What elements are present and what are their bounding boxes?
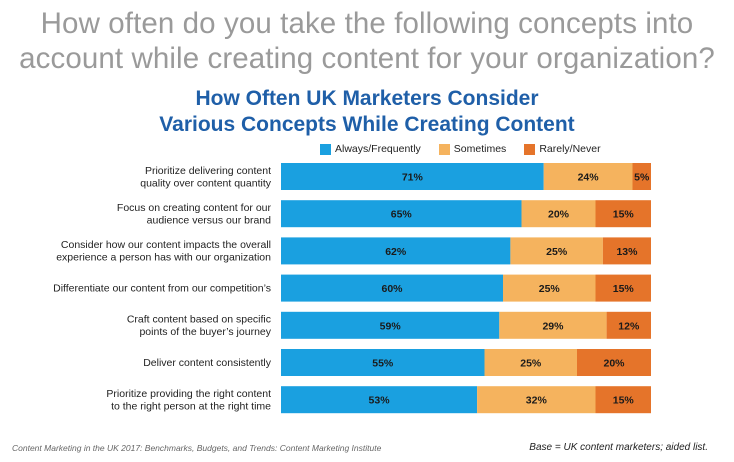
bar-value-label: 59% xyxy=(380,320,402,332)
chart-title-line1: How Often UK Marketers Consider xyxy=(195,87,539,110)
legend-item-sometimes: Sometimes xyxy=(438,143,507,155)
bar-segment-sometimes xyxy=(484,349,577,376)
bar-value-label: 13% xyxy=(616,246,638,258)
category-label-line: Prioritize delivering content xyxy=(145,165,271,177)
category-label: Focus on creating content for our audienc… xyxy=(117,202,272,227)
base-note: Base = UK content marketers; aided list. xyxy=(529,442,708,453)
bar-value-label: 20% xyxy=(548,209,570,221)
category-label: Prioritize providing the right content to… xyxy=(106,388,271,413)
survey-question: How often do you take the following conc… xyxy=(0,6,734,76)
bar-value-label: 25% xyxy=(546,246,568,258)
bar-segment-always xyxy=(281,237,511,265)
legend-label-sometimes: Sometimes xyxy=(453,143,507,155)
bar-segment-always xyxy=(281,311,500,339)
bar-value-label: 65% xyxy=(391,209,413,221)
bar-value-label: 15% xyxy=(613,283,635,295)
category-label-line: Differentiate our content from our compe… xyxy=(53,283,271,295)
legend-item-rarely: Rarely/Never xyxy=(524,143,601,155)
bar-value-label: 53% xyxy=(369,395,391,407)
category-label-line: experience a person has with our organiz… xyxy=(56,252,271,264)
bar-value-label: 12% xyxy=(618,320,640,332)
bar-value-label: 32% xyxy=(526,395,548,407)
bar-value-label: 15% xyxy=(613,395,635,407)
bar-segment-rarely xyxy=(577,349,651,376)
chart-legend: Always/Frequently Sometimes Rarely/Never xyxy=(320,142,619,156)
bar-segment-always xyxy=(281,163,544,190)
bar-segment-rarely xyxy=(602,237,651,265)
bar-value-label: 71% xyxy=(402,172,424,184)
chart-title: How Often UK Marketers Consider Various … xyxy=(0,86,734,138)
category-label: Differentiate our content from our compe… xyxy=(53,283,271,295)
bar-segment-rarely xyxy=(595,200,651,228)
legend-swatch-always xyxy=(320,143,331,155)
bar-segment-rarely xyxy=(632,163,651,190)
legend-label-rarely: Rarely/Never xyxy=(539,143,601,155)
bar-segment-rarely xyxy=(595,274,651,302)
bar-value-label: 20% xyxy=(603,358,625,370)
category-label: Deliver content consistently xyxy=(143,357,272,369)
bar-value-label: 5% xyxy=(634,172,650,184)
category-label-line: to the right person at the right time xyxy=(111,400,271,412)
legend-label-always: Always/Frequently xyxy=(335,143,421,155)
survey-question-line2: account while creating content for your … xyxy=(19,42,715,75)
bar-segment-sometimes xyxy=(510,237,603,265)
bar-value-label: 25% xyxy=(539,283,561,295)
bar-segment-sometimes xyxy=(503,274,596,302)
legend-swatch-sometimes xyxy=(438,143,450,155)
bar-value-label: 25% xyxy=(520,358,542,370)
bar-segment-always xyxy=(281,200,522,228)
bar-segment-sometimes xyxy=(543,163,633,190)
category-label-line: Focus on creating content for our xyxy=(117,202,272,214)
source-note: Content Marketing in the UK 2017: Benchm… xyxy=(12,443,382,453)
category-label-line: points of the buyer’s journey xyxy=(139,326,271,338)
bar-segment-sometimes xyxy=(499,311,607,339)
bar-segment-always xyxy=(281,386,478,414)
bar-segment-sometimes xyxy=(477,386,596,414)
bar-value-label: 15% xyxy=(613,209,635,221)
category-label: Craft content based on specific points of… xyxy=(127,314,272,339)
category-label: Prioritize delivering content quality ove… xyxy=(140,165,271,190)
category-label-line: Craft content based on specific xyxy=(127,314,271,326)
bar-segment-rarely xyxy=(606,311,651,339)
bar-value-label: 24% xyxy=(578,172,600,184)
bar-value-label: 62% xyxy=(385,246,407,258)
bar-segment-always xyxy=(281,349,485,376)
bar-segment-always xyxy=(281,274,503,302)
category-label-line: Deliver content consistently xyxy=(143,357,272,369)
bar-segment-sometimes xyxy=(521,200,596,228)
category-label: Consider how our content impacts the ove… xyxy=(56,239,271,264)
survey-question-line1: How often do you take the following conc… xyxy=(40,7,694,40)
legend-item-always: Always/Frequently xyxy=(320,143,421,155)
category-label-line: quality over content quantity xyxy=(140,177,271,189)
bar-value-label: 55% xyxy=(372,358,394,370)
bar-value-label: 60% xyxy=(381,283,403,295)
chart-title-line2: Various Concepts While Creating Content xyxy=(159,113,575,136)
category-label-line: audience versus our brand xyxy=(147,214,271,226)
legend-swatch-rarely xyxy=(524,143,536,155)
category-label-line: Consider how our content impacts the ove… xyxy=(61,239,271,251)
bar-value-label: 29% xyxy=(542,320,564,332)
bar-segment-rarely xyxy=(595,386,651,414)
category-label-line: Prioritize providing the right content xyxy=(106,388,271,400)
